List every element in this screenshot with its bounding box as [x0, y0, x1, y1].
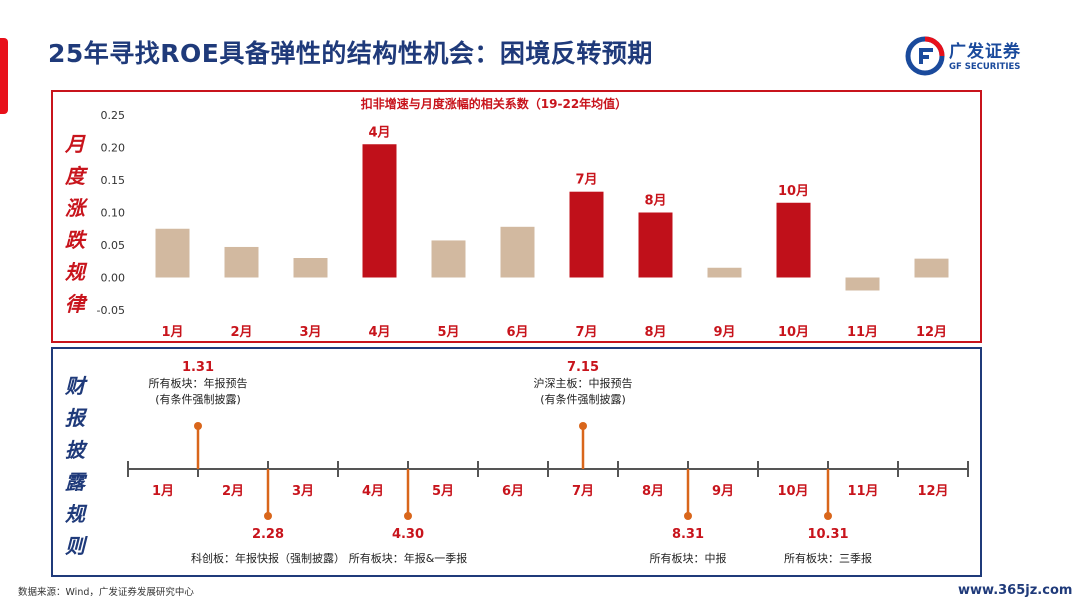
y-tick-label: 0.00: [101, 272, 126, 285]
y-tick-label: 0.25: [101, 109, 126, 122]
gf-securities-logo: 广发证券 GF SECURITIES: [905, 36, 1045, 76]
x-tick-label: 8月: [644, 325, 666, 340]
disclosure-rules-label: 财 报 披 露 规 则: [65, 374, 85, 558]
bar-5: [431, 240, 466, 278]
y-tick-label: 0.10: [101, 207, 126, 220]
chart-title: 扣非增速与月度涨幅的相关系数（19-22年均值）: [361, 96, 627, 111]
bar-12: [914, 258, 949, 278]
x-tick-label: 3月: [299, 325, 321, 340]
bar-9: [707, 267, 742, 278]
gf-logo-icon: [905, 36, 945, 76]
logo-english-name: GF SECURITIES: [949, 62, 1021, 72]
x-tick-label: 11月: [847, 325, 878, 340]
x-tick-label: 2月: [230, 325, 252, 340]
bar-data-label: 7月: [575, 173, 597, 188]
bar-data-label: 10月: [778, 184, 809, 199]
x-tick-label: 12月: [916, 325, 947, 340]
monthly-pattern-label: 月 度 涨 跌 规 律: [65, 132, 85, 316]
logo-chinese-name: 广发证券: [949, 42, 1021, 62]
x-tick-label: 7月: [575, 325, 597, 340]
x-tick-label: 10月: [778, 325, 809, 340]
bar-data-label: 8月: [644, 194, 666, 209]
bar-1: [155, 228, 190, 278]
bar-2: [224, 246, 259, 278]
y-tick-label: 0.20: [101, 142, 126, 155]
x-tick-label: 6月: [506, 325, 528, 340]
bar-7: [569, 191, 604, 278]
bar-11: [845, 277, 880, 291]
x-tick-label: 9月: [713, 325, 735, 340]
bar-data-label: 4月: [368, 125, 390, 140]
x-tick-label: 4月: [368, 325, 390, 340]
side-tab-accent: [0, 38, 8, 114]
x-tick-label: 1月: [161, 325, 183, 340]
bar-6: [500, 226, 535, 278]
y-tick-label: 0.05: [101, 239, 126, 252]
watermark: www.365jz.com: [958, 583, 1073, 598]
y-tick-label: 0.15: [101, 174, 126, 187]
data-source-note: 数据来源：Wind，广发证券发展研究中心: [18, 587, 194, 598]
page-title: 25年寻找ROE具备弹性的结构性机会：困境反转预期: [48, 39, 653, 68]
bar-4: [362, 144, 397, 278]
x-tick-label: 5月: [437, 325, 459, 340]
y-tick-label: -0.05: [97, 304, 125, 317]
monthly-performance-panel: [51, 90, 982, 343]
bar-8: [638, 212, 673, 278]
bar-10: [776, 202, 811, 278]
bar-3: [293, 258, 328, 278]
disclosure-rules-panel: [51, 347, 982, 577]
